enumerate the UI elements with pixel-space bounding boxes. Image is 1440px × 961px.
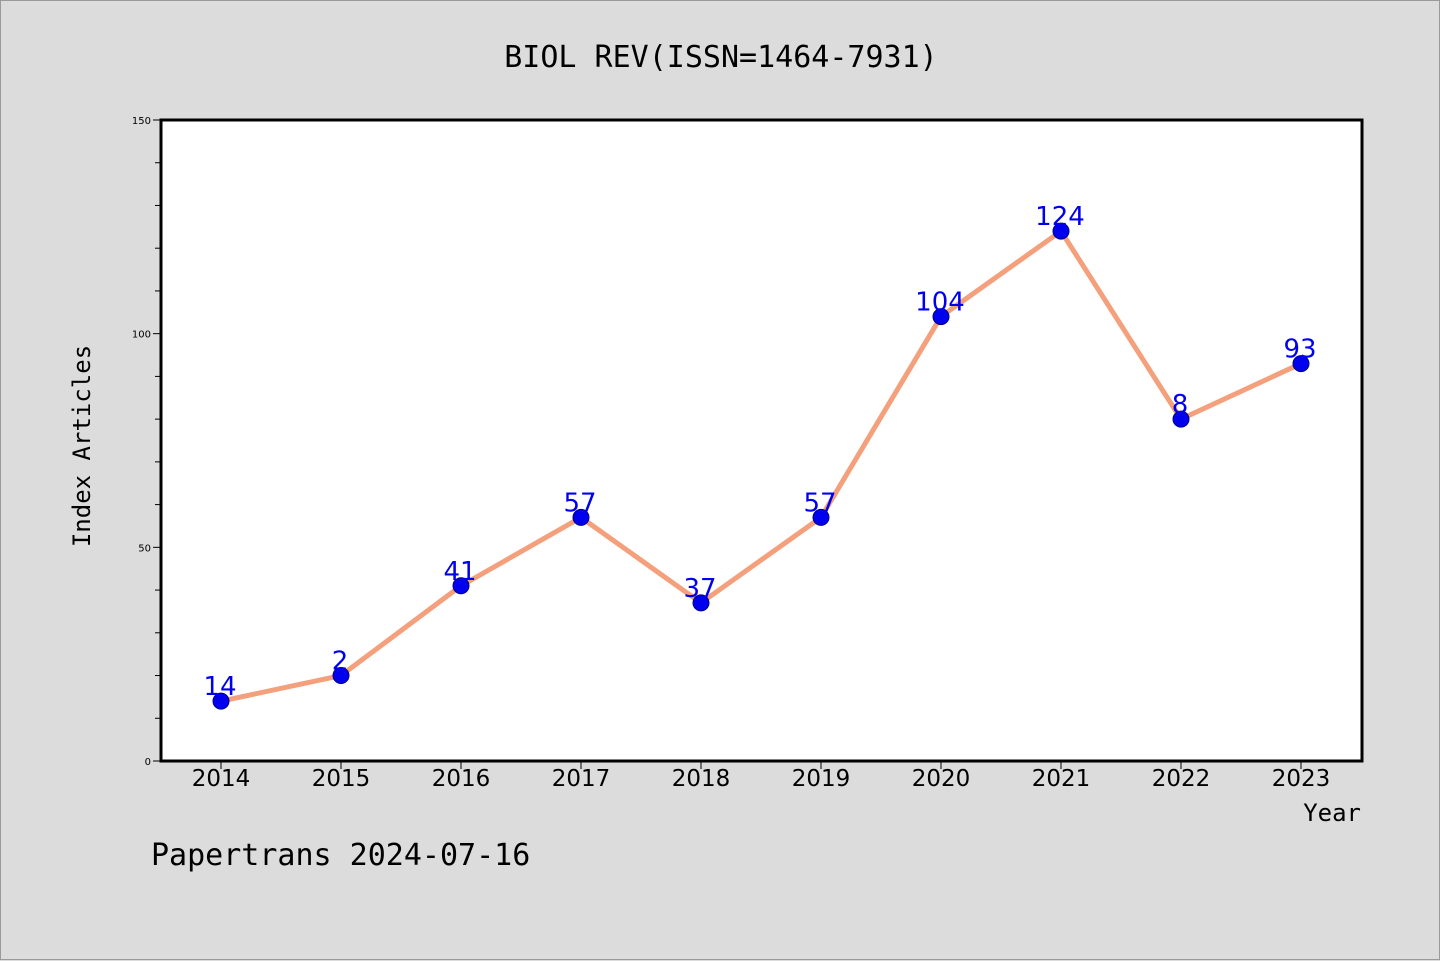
data-point-2017 [572, 508, 590, 526]
x-tick-label: 2023 [1272, 766, 1331, 792]
x-tick-label: 2022 [1152, 766, 1211, 792]
data-point-2015 [332, 667, 350, 685]
y-tick-label: 50 [138, 543, 151, 554]
data-point-2014 [212, 692, 230, 710]
x-tick-label: 2017 [552, 766, 611, 792]
data-point-2021 [1052, 222, 1070, 240]
data-label-2021: 124 [1035, 202, 1085, 232]
data-label-2014: 14 [203, 672, 236, 702]
plot-area [159, 118, 1364, 763]
data-point-2018 [692, 594, 710, 612]
data-label-2023: 93 [1283, 335, 1316, 365]
footer-credit: Papertrans 2024-07-16 [151, 838, 530, 873]
x-tick-label: 2016 [432, 766, 491, 792]
x-axis: 2014 2015 2016 2017 2018 2019 2020 2021 2022 2023 [192, 761, 1331, 792]
data-label-2017: 57 [563, 488, 596, 518]
data-label-2020: 104 [915, 288, 965, 318]
data-point-2020 [932, 308, 950, 326]
data-point-2019 [812, 508, 830, 526]
x-tick-label: 2014 [192, 766, 251, 792]
data-label-2019: 57 [803, 488, 836, 518]
x-tick-label: 2018 [672, 766, 731, 792]
series-line [218, 228, 1304, 704]
data-label-2015: 2 [332, 647, 349, 677]
y-tick-label: 100 [132, 330, 151, 341]
x-axis-label: Year [1303, 799, 1361, 827]
x-tick-label: 2019 [792, 766, 851, 792]
y-axis: 0 50 100 150 [132, 116, 161, 768]
data-point-2023 [1292, 355, 1310, 373]
series-line-group [218, 228, 1304, 704]
data-point-2016 [452, 577, 470, 595]
data-label-2016: 41 [443, 557, 476, 587]
x-tick-label: 2015 [312, 766, 371, 792]
x-tick-label: 2021 [1032, 766, 1091, 792]
y-axis-label: Index Articles [68, 345, 96, 547]
data-point-2022 [1172, 410, 1190, 428]
y-tick-label: 150 [132, 116, 151, 127]
data-label-2018: 37 [683, 574, 716, 604]
data-labels-group: 14 2 41 57 37 57 104 124 8 93 [203, 202, 1316, 702]
chart-title: BIOL REV(ISSN=1464-7931) [504, 40, 937, 75]
markers-group [212, 222, 1310, 710]
x-tick-label: 2020 [912, 766, 971, 792]
data-label-2022: 8 [1172, 390, 1189, 420]
y-tick-label: 0 [145, 757, 151, 768]
